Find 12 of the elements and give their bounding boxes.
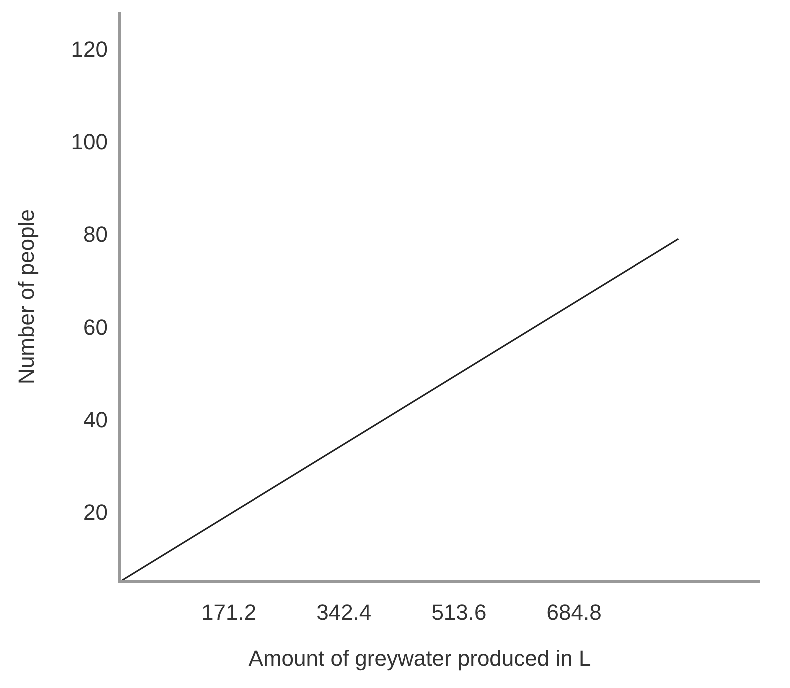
y-tick-label: 20 [84, 500, 108, 526]
x-tick-label: 342.4 [316, 600, 372, 625]
y-tick-label: 120 [71, 36, 108, 62]
y-tick-label: 80 [84, 222, 108, 248]
x-axis-title: Amount of greywater produced in L [248, 646, 592, 671]
x-tick-label: 171.2 [202, 600, 257, 625]
y-tick-label: 60 [84, 314, 108, 340]
x-tick-label: 513.6 [432, 600, 487, 625]
y-tick-label: 100 [71, 129, 108, 154]
y-tick-label: 40 [84, 408, 108, 433]
y-axis-title: Number of people [14, 210, 39, 384]
x-tick-label: 684.8 [546, 600, 602, 625]
